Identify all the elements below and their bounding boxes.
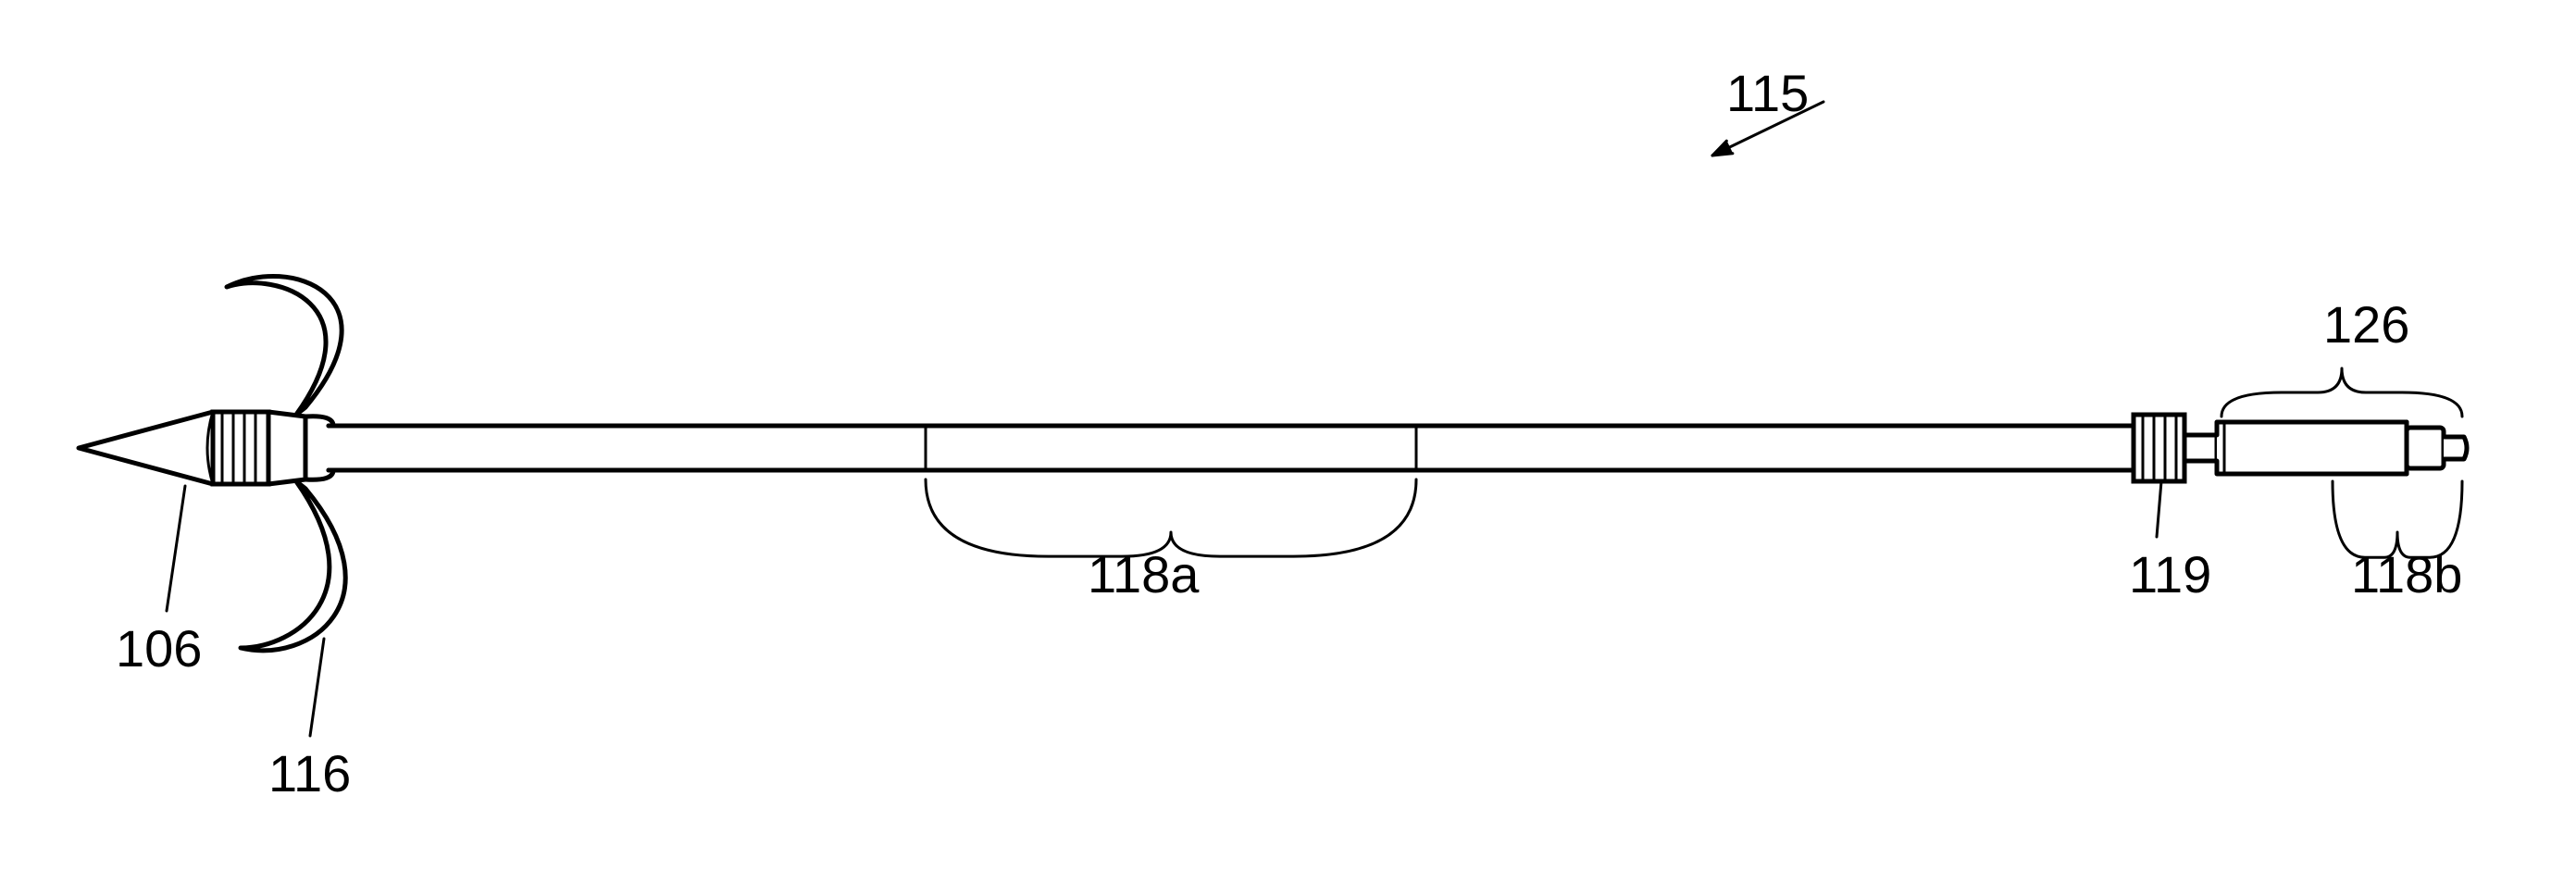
label-118a: 118a	[1088, 545, 1200, 603]
figure-canvas: 115 106 116 118a 119 118b 126	[0, 0, 2576, 883]
label-119: 119	[2129, 545, 2211, 603]
label-106: 106	[116, 619, 202, 678]
label-115: 115	[1726, 64, 1809, 122]
label-116: 116	[268, 744, 351, 802]
label-118b: 118b	[2351, 545, 2462, 603]
label-126: 126	[2323, 295, 2409, 354]
